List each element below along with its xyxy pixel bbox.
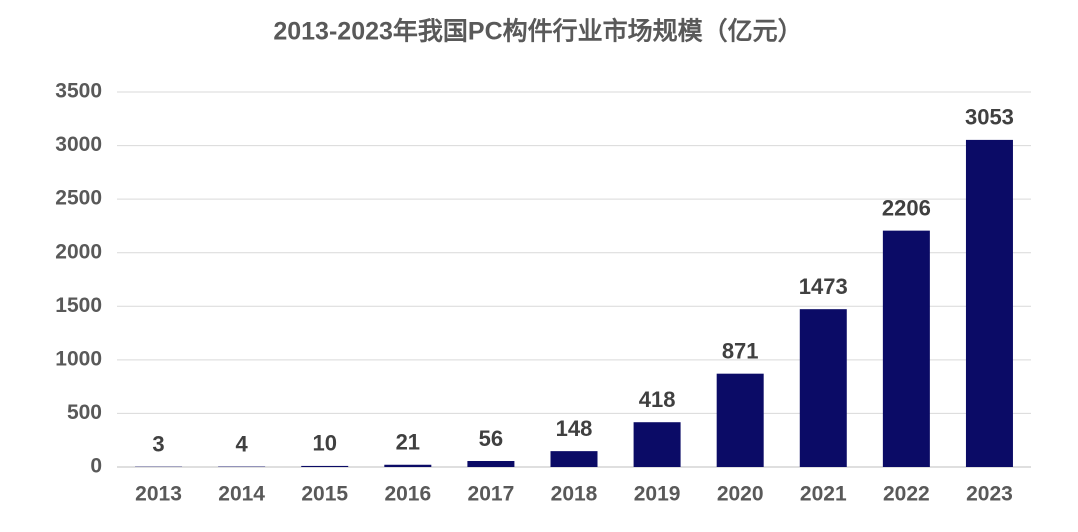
- bar: [799, 309, 847, 467]
- value-label: 21: [396, 430, 420, 455]
- x-tick-label: 2014: [218, 483, 265, 506]
- value-label: 871: [722, 338, 759, 363]
- bar: [633, 422, 681, 467]
- y-tick-label: 0: [90, 455, 102, 478]
- y-tick-label: 2500: [55, 187, 102, 210]
- value-label: 4: [236, 431, 249, 456]
- value-label: 3053: [965, 105, 1014, 130]
- value-label: 148: [556, 416, 593, 441]
- x-tick-label: 2018: [551, 483, 598, 506]
- bar: [550, 451, 598, 467]
- chart-title: 2013-2023年我国PC构件行业市场规模（亿元）: [273, 17, 802, 46]
- value-label: 56: [479, 426, 503, 451]
- bar: [384, 464, 432, 467]
- value-label: 418: [639, 387, 676, 412]
- x-tick-label: 2015: [301, 483, 348, 506]
- y-tick-label: 2000: [55, 240, 102, 263]
- value-label: 10: [312, 431, 336, 456]
- x-tick-label: 2022: [883, 483, 930, 506]
- y-tick-label: 500: [67, 401, 102, 424]
- y-tick-label: 3500: [55, 80, 102, 103]
- x-tick-label: 2021: [800, 483, 847, 506]
- y-tick-label: 3000: [55, 133, 102, 156]
- bar: [965, 139, 1013, 467]
- value-label: 2206: [882, 195, 931, 220]
- x-tick-label: 2019: [634, 483, 681, 506]
- bar: [882, 230, 930, 467]
- x-tick-label: 2017: [468, 483, 515, 506]
- bar: [467, 461, 515, 467]
- x-tick-label: 2016: [384, 483, 431, 506]
- value-label: 1473: [799, 274, 848, 299]
- x-tick-label: 2013: [135, 483, 182, 506]
- x-tick-label: 2023: [966, 483, 1013, 506]
- y-tick-label: 1500: [55, 294, 102, 317]
- bar: [716, 373, 764, 467]
- y-tick-label: 1000: [55, 347, 102, 370]
- x-tick-label: 2020: [717, 483, 764, 506]
- bar: [301, 465, 349, 467]
- value-label: 3: [152, 431, 164, 456]
